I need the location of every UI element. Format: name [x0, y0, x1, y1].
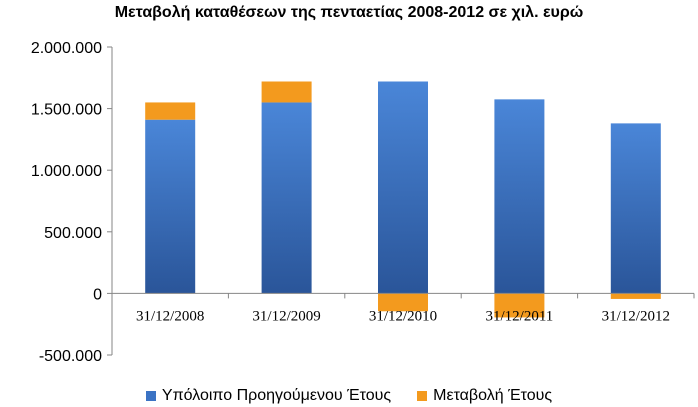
legend-item-previous-balance: Υπόλοιπο Προηγούμενου Έτους: [145, 387, 392, 405]
x-tick-label: 31/12/2010: [369, 308, 437, 324]
legend-swatch-annual-change: [417, 391, 428, 401]
x-tick-label: 31/12/2011: [486, 308, 554, 324]
legend-label-previous-balance: Υπόλοιπο Προηγούμενου Έτους: [161, 387, 392, 404]
bar-annual-change: [261, 81, 312, 103]
bar-annual-change: [378, 293, 428, 312]
bar-annual-change: [610, 293, 661, 299]
chart: 2.000.000 1.500.000 1.000.000 500.000 0 -500.…: [31, 40, 695, 365]
bar-previous-balance: [494, 99, 545, 294]
x-tick-label: 31/12/2008: [136, 308, 204, 324]
x-tick-label: 31/12/2012: [602, 308, 670, 324]
legend: Υπόλοιπο Προηγούμενου Έτους Μεταβολή Έτο…: [0, 386, 698, 406]
y-tick-label: 0: [93, 286, 102, 303]
legend-item-annual-change: Μεταβολή Έτους: [417, 387, 552, 405]
legend-label-annual-change: Μεταβολή Έτους: [433, 387, 553, 404]
bar-previous-balance: [378, 81, 428, 294]
bar-previous-balance: [261, 102, 312, 294]
y-tick-label: 2.000.000: [31, 40, 102, 57]
y-tick-label: 1.500.000: [31, 102, 102, 119]
bar-previous-balance: [610, 123, 661, 294]
y-tick-label: -500.000: [39, 348, 102, 365]
bar-annual-change: [494, 293, 545, 318]
y-tick-label: 500.000: [44, 225, 102, 242]
bar-previous-balance: [145, 119, 196, 294]
y-tick-label: 1.000.000: [31, 163, 102, 180]
legend-swatch-previous-balance: [145, 391, 156, 401]
x-tick-label: 31/12/2009: [252, 308, 320, 324]
bar-annual-change: [145, 102, 196, 120]
chart-title: Μεταβολή καταθέσεων της πενταετίας 2008-…: [114, 4, 584, 21]
